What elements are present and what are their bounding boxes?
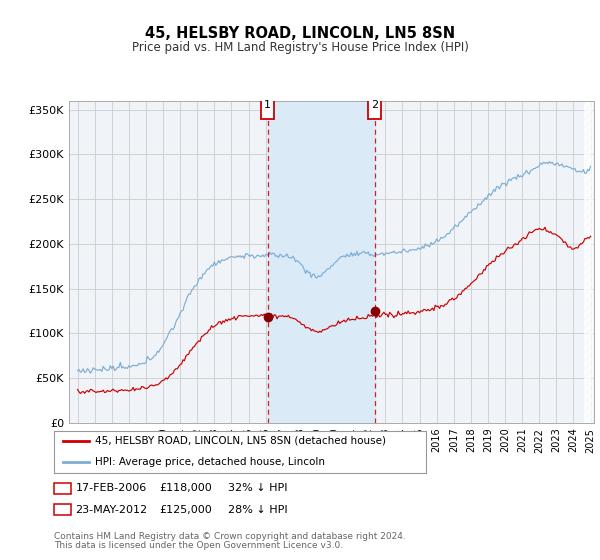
Text: Contains HM Land Registry data © Crown copyright and database right 2024.: Contains HM Land Registry data © Crown c…	[54, 532, 406, 541]
Text: HPI: Average price, detached house, Lincoln: HPI: Average price, detached house, Linc…	[95, 457, 325, 467]
Text: 2: 2	[59, 505, 66, 515]
Bar	[584, 101, 593, 423]
Text: This data is licensed under the Open Government Licence v3.0.: This data is licensed under the Open Gov…	[54, 542, 343, 550]
Text: 32% ↓ HPI: 32% ↓ HPI	[228, 483, 287, 493]
Text: 45, HELSBY ROAD, LINCOLN, LN5 8SN: 45, HELSBY ROAD, LINCOLN, LN5 8SN	[145, 26, 455, 41]
Text: 23-MAY-2012: 23-MAY-2012	[76, 505, 148, 515]
Text: £118,000: £118,000	[159, 483, 212, 493]
Text: 45, HELSBY ROAD, LINCOLN, LN5 8SN (detached house): 45, HELSBY ROAD, LINCOLN, LN5 8SN (detac…	[95, 436, 386, 446]
Text: 1: 1	[264, 100, 271, 110]
FancyBboxPatch shape	[368, 92, 381, 119]
Text: 2: 2	[371, 100, 378, 110]
Text: £125,000: £125,000	[159, 505, 212, 515]
Bar	[268, 101, 374, 423]
Text: 1: 1	[59, 483, 66, 493]
Text: Price paid vs. HM Land Registry's House Price Index (HPI): Price paid vs. HM Land Registry's House …	[131, 40, 469, 54]
FancyBboxPatch shape	[262, 92, 274, 119]
Text: 17-FEB-2006: 17-FEB-2006	[76, 483, 147, 493]
Text: 28% ↓ HPI: 28% ↓ HPI	[228, 505, 287, 515]
